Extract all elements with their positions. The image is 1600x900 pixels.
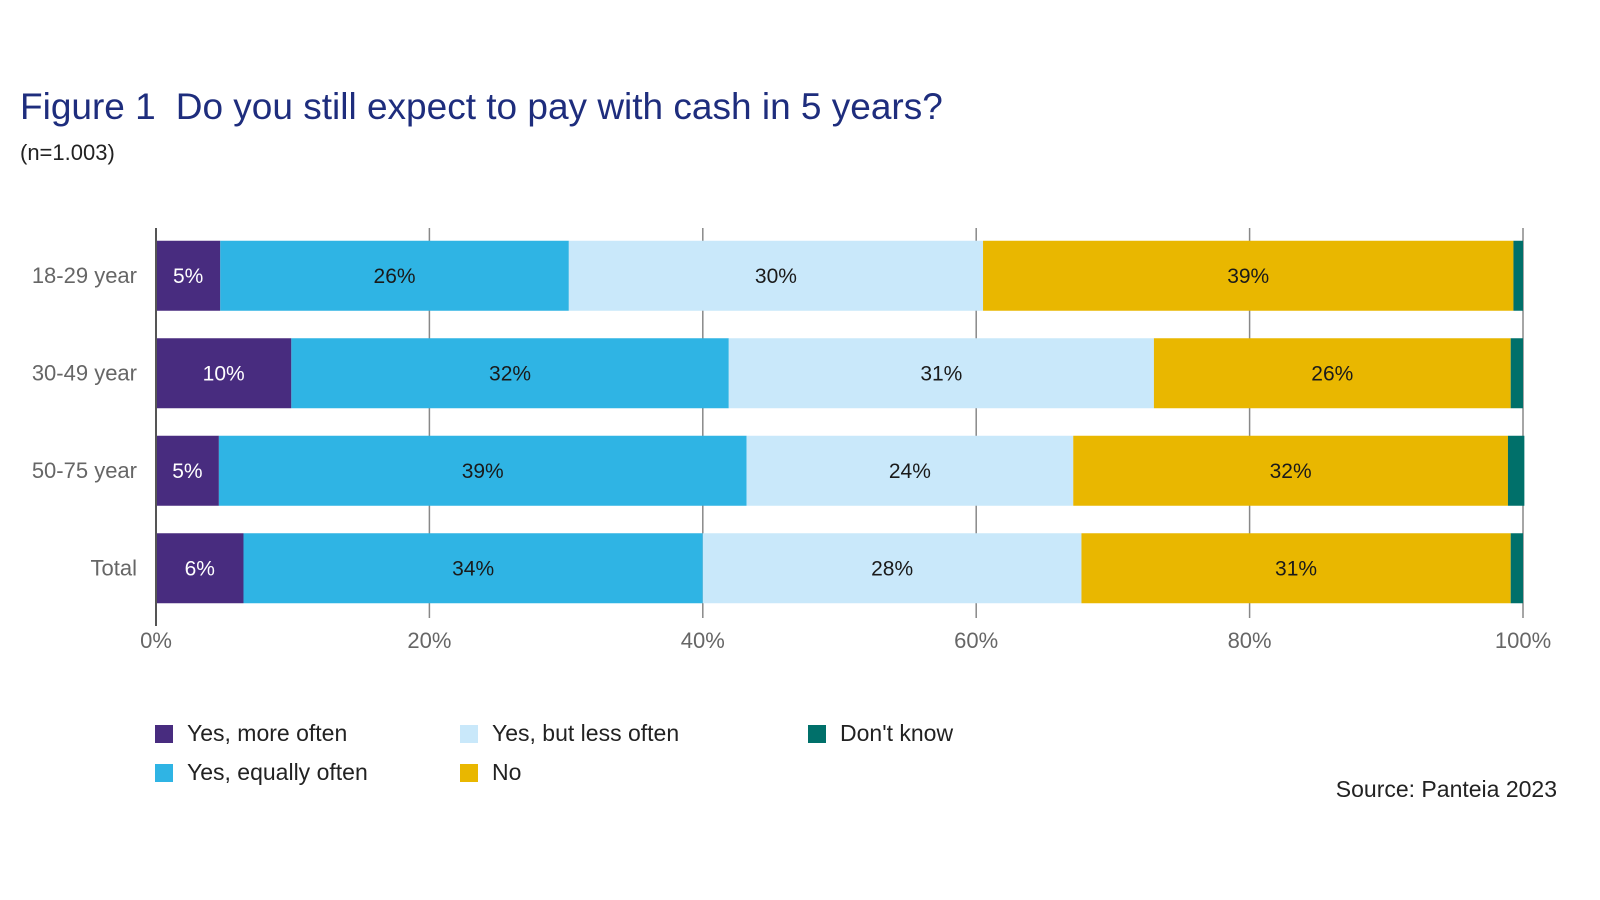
bar-segment — [1081, 533, 1511, 604]
data-label: 26% — [1311, 362, 1353, 385]
data-label: 30% — [755, 265, 797, 288]
bar-segment — [243, 533, 703, 604]
bar-segment — [1153, 338, 1511, 409]
data-label: 5% — [172, 460, 202, 483]
bar-segment — [156, 240, 221, 311]
data-label: 10% — [203, 362, 245, 385]
source-note: Source: Panteia 2023 — [1335, 776, 1557, 802]
bar-segment — [1507, 435, 1525, 506]
bar-segment — [1073, 435, 1508, 506]
data-label: 39% — [462, 460, 504, 483]
bar-segment — [220, 240, 569, 311]
data-label: 28% — [871, 557, 913, 580]
chart-title: Figure 1 Do you still expect to pay with … — [20, 86, 943, 128]
data-label: 6% — [185, 557, 215, 580]
x-tick-label: 0% — [140, 628, 172, 653]
bar-segment — [702, 533, 1082, 604]
x-tick-label: 60% — [954, 628, 998, 653]
x-tick-label: 80% — [1228, 628, 1272, 653]
x-tick-label: 40% — [681, 628, 725, 653]
bar-segment — [156, 435, 219, 506]
data-label: 31% — [920, 362, 962, 385]
category-label: 18-29 year — [32, 263, 137, 288]
bar-segment — [1510, 338, 1523, 409]
bar-segment — [983, 240, 1514, 311]
data-label: 34% — [452, 557, 494, 580]
data-label: 24% — [889, 460, 931, 483]
chart-subtitle: (n=1.003) — [20, 140, 115, 165]
bar-segment — [1513, 240, 1523, 311]
bar-segment — [156, 533, 244, 604]
figure-number: Figure 1 — [20, 86, 156, 127]
x-tick-label: 20% — [407, 628, 451, 653]
category-label: Total — [91, 555, 137, 580]
x-tick-label: 100% — [1495, 628, 1551, 653]
title-text: Do you still expect to pay with cash in … — [175, 86, 943, 127]
data-label: 31% — [1275, 557, 1317, 580]
data-label: 39% — [1227, 265, 1269, 288]
data-label: 5% — [173, 265, 203, 288]
category-label: 50-75 year — [32, 458, 137, 483]
bar-segment — [291, 338, 729, 409]
data-label: 32% — [489, 362, 531, 385]
bar-segment — [156, 338, 292, 409]
category-label: 30-49 year — [32, 360, 137, 385]
bar-segment — [728, 338, 1154, 409]
bar-segment — [568, 240, 984, 311]
data-label: 26% — [374, 265, 416, 288]
bar-segment — [746, 435, 1074, 506]
data-label: 32% — [1270, 460, 1312, 483]
bar-segment — [1510, 533, 1523, 604]
bar-segment — [218, 435, 747, 506]
